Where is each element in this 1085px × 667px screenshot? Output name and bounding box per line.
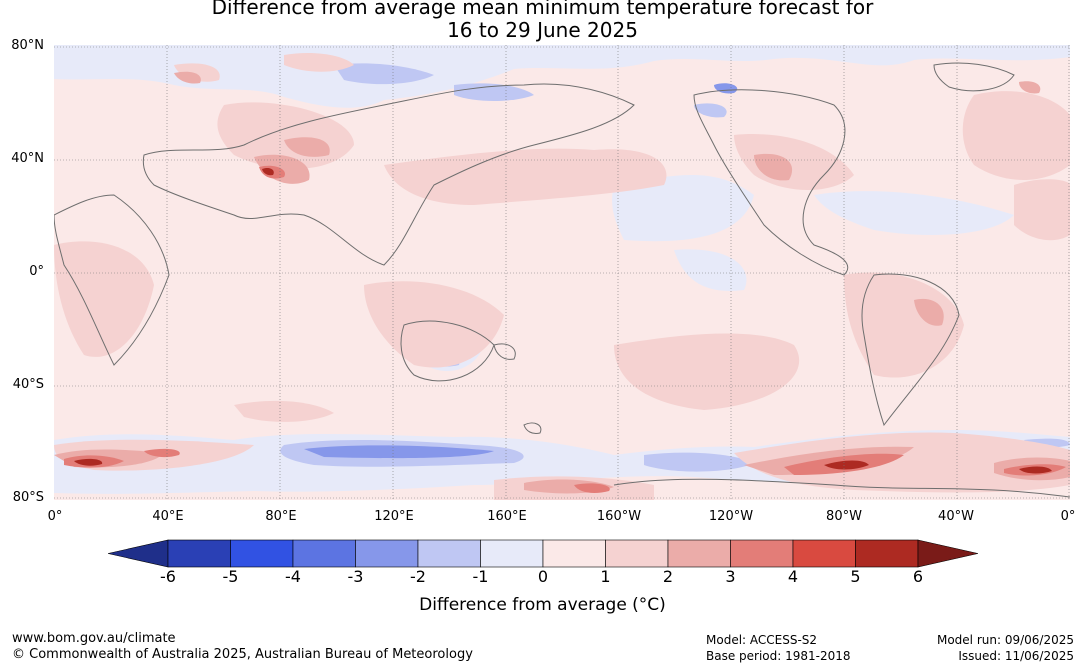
lat-label-40n: 40°N (11, 151, 44, 166)
colorbar-tick-label: -1 (472, 567, 489, 586)
colorbar-tick-label: -6 (160, 567, 176, 586)
colorbar-tick-label: 3 (725, 567, 736, 586)
colorbar-segment (542, 539, 606, 568)
lon-label-0-right: 0° (1060, 509, 1076, 524)
colorbar-segment (605, 539, 669, 568)
colorbar-segment (730, 539, 794, 568)
colorbar-segment (417, 539, 481, 568)
colorbar-segment (230, 539, 294, 568)
colorbar (108, 539, 978, 568)
lat-label-80n: 80°N (11, 38, 44, 53)
colorbar-tick-label: 1 (600, 567, 611, 586)
colorbar-tick-label: 0 (537, 567, 549, 586)
lon-label-80e: 80°E (265, 509, 297, 524)
colorbar-segment (355, 539, 419, 568)
colorbar-segments (108, 539, 978, 568)
colorbar-segment (292, 539, 356, 568)
colorbar-segment (855, 539, 919, 568)
colorbar-segment (167, 539, 231, 568)
lon-label-80w: 80°W (826, 509, 862, 524)
colorbar-tick-label: 2 (662, 567, 674, 586)
footer-website: www.bom.gov.au/climate (12, 631, 176, 646)
coastlines (54, 62, 1070, 498)
lat-label-40s: 40°S (12, 377, 44, 392)
colorbar-tick-label: -2 (410, 567, 426, 586)
colorbar-extend-low (108, 539, 169, 568)
footer-issued: Issued: 11/06/2025 (958, 649, 1074, 663)
map-title-line2: 16 to 29 June 2025 (447, 18, 638, 42)
colorbar-extend-high (917, 539, 978, 568)
colorbar-tick-label: 6 (912, 567, 924, 586)
colorbar-tick-label: -4 (285, 567, 301, 586)
lon-label-40e: 40°E (152, 509, 184, 524)
footer-model: Model: ACCESS-S2 (706, 633, 818, 647)
map-title: Difference from average mean minimum tem… (0, 0, 1085, 42)
anomaly-map (54, 45, 1070, 500)
colorbar-tick-label: 4 (787, 567, 799, 586)
lon-label-120e: 120°E (374, 509, 414, 524)
colorbar-segment (480, 539, 544, 568)
anomaly-map-svg (54, 45, 1070, 500)
lon-label-0: 0° (47, 509, 63, 524)
map-title-line1: Difference from average mean minimum tem… (211, 0, 874, 19)
lon-label-160e: 160°E (487, 509, 527, 524)
footer-model-run: Model run: 09/06/2025 (936, 633, 1074, 647)
lon-label-160w: 160°W (596, 509, 642, 524)
lon-label-40w: 40°W (938, 509, 974, 524)
footer-copyright: © Commonwealth of Australia 2025, Austra… (12, 647, 473, 662)
colorbar-tick-label: 5 (850, 567, 861, 586)
colorbar-segment (667, 539, 731, 568)
colorbar-tick-label: -3 (347, 567, 364, 586)
colorbar-title: Difference from average (°C) (419, 595, 666, 615)
lon-label-120w: 120°W (708, 509, 754, 524)
warm-anomaly-areas (54, 53, 1070, 500)
extreme-anomaly-areas (74, 167, 1052, 474)
lat-label-80s: 80°S (12, 490, 44, 505)
colorbar-segment (792, 539, 856, 568)
graticule (54, 45, 1070, 500)
lat-label-0: 0° (29, 264, 44, 279)
colorbar-tick-label: -5 (222, 567, 239, 586)
footer-base-period: Base period: 1981-2018 (706, 649, 851, 663)
